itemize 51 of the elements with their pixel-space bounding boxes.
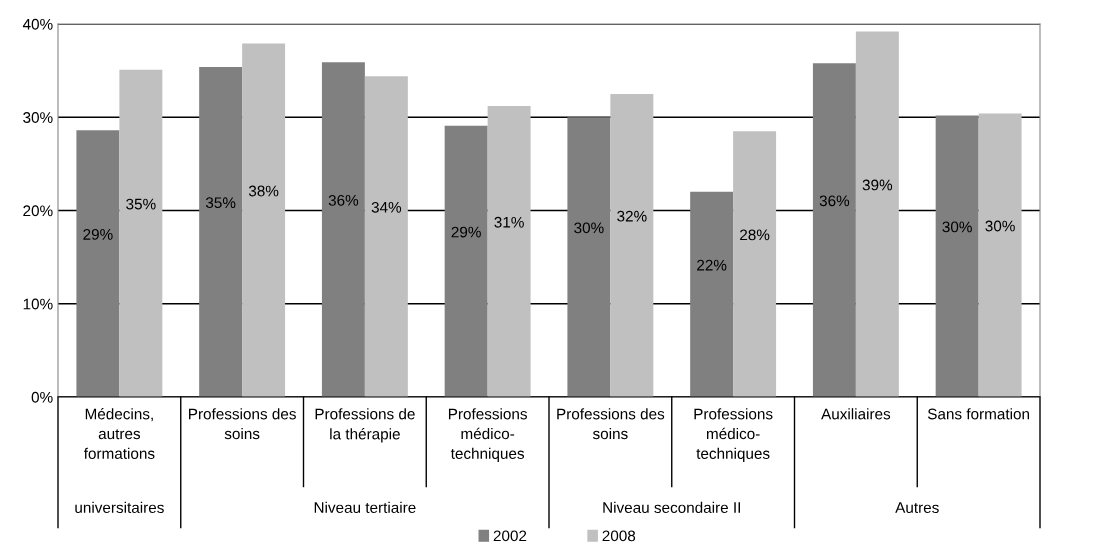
x-tick-label: Auxiliaires bbox=[821, 408, 891, 420]
data-label: 22% bbox=[697, 259, 727, 271]
bar bbox=[567, 117, 611, 397]
text: Niveau tertiaire bbox=[314, 501, 416, 513]
data-label: 30% bbox=[574, 222, 604, 234]
bar bbox=[364, 76, 408, 397]
x-tick-label: Professions de la thérapie bbox=[315, 408, 415, 443]
data-label: 29% bbox=[451, 226, 481, 238]
x-tick-label: Professions médico-techniques bbox=[448, 408, 527, 462]
y-tick-label: 30% bbox=[23, 112, 53, 123]
data-label: 36% bbox=[328, 194, 359, 206]
legend-label: 2002 bbox=[493, 530, 527, 542]
y-tick-label: 20% bbox=[23, 205, 53, 217]
data-label: 30% bbox=[942, 221, 972, 233]
x-tick-label: Professions des soins bbox=[557, 408, 665, 440]
x-tick-label: Médecins, autres formations bbox=[83, 408, 155, 459]
x-tick-label: Professions médico-techniques bbox=[694, 408, 773, 462]
bar bbox=[242, 43, 286, 397]
bar bbox=[444, 125, 488, 397]
bar bbox=[76, 130, 120, 397]
y-tick-label: 0% bbox=[31, 391, 53, 403]
data-label: 35% bbox=[126, 198, 156, 210]
x-tick-label: Professions des soins bbox=[189, 408, 296, 440]
data-label: 36% bbox=[819, 195, 850, 207]
data-label: 30% bbox=[985, 220, 1015, 232]
y-tick-label: 40% bbox=[22, 18, 53, 30]
text: Autres bbox=[895, 502, 939, 513]
y-tick-label: 10% bbox=[23, 298, 53, 310]
data-label: 34% bbox=[371, 201, 402, 213]
bar bbox=[610, 93, 654, 397]
bar bbox=[119, 69, 163, 397]
text: universitaires bbox=[75, 501, 164, 513]
bar bbox=[487, 106, 531, 397]
data-label: 29% bbox=[83, 228, 113, 240]
bar bbox=[733, 131, 777, 397]
data-label: 38% bbox=[248, 185, 279, 197]
bar bbox=[321, 62, 365, 397]
data-label: 39% bbox=[862, 179, 893, 191]
legend-label: 2008 bbox=[602, 530, 636, 542]
bar bbox=[690, 191, 734, 397]
bar bbox=[855, 31, 899, 397]
bar bbox=[978, 113, 1022, 397]
text: Niveau secondaire II bbox=[603, 501, 740, 513]
bar bbox=[199, 66, 243, 397]
data-label: 28% bbox=[740, 229, 770, 241]
bar bbox=[935, 115, 979, 397]
bar bbox=[812, 63, 856, 397]
data-label: 31% bbox=[494, 216, 524, 228]
data-label: 32% bbox=[617, 210, 647, 222]
x-tick-label: Sans formation bbox=[927, 408, 1030, 420]
data-label: 35% bbox=[205, 197, 236, 209]
